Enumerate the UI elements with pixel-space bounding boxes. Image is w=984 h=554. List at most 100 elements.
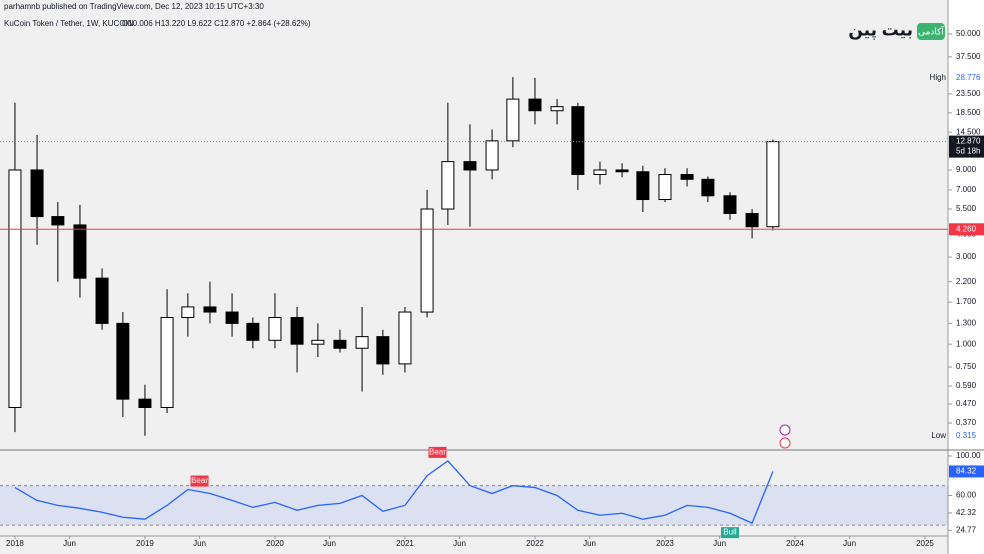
candle-body xyxy=(658,174,672,201)
x-tick-label: 2024 xyxy=(786,539,804,548)
x-tick-label: Jun xyxy=(583,539,596,548)
y-tick-label: 1.000 xyxy=(956,339,977,348)
y-tick-label: 2.200 xyxy=(956,277,977,286)
extreme-name: High xyxy=(930,73,946,82)
extreme-value: 0.315 xyxy=(956,431,977,440)
candle-body xyxy=(680,174,694,180)
countdown: 5d 18h xyxy=(956,147,980,156)
x-tick-label: Jun xyxy=(323,539,336,548)
x-tick-label: Jun xyxy=(63,539,76,548)
candle-body xyxy=(246,322,260,341)
event-icon xyxy=(779,424,791,436)
y-tick-label: 37.500 xyxy=(956,52,981,61)
candle-body xyxy=(355,336,369,349)
rsi-line xyxy=(14,460,774,525)
candle-body xyxy=(593,169,607,176)
y-tick-label: 7.000 xyxy=(956,185,977,194)
candle-body xyxy=(203,306,217,313)
x-tick-label: 2021 xyxy=(396,539,414,548)
candle-body xyxy=(333,339,347,349)
y-tick-label: 0.590 xyxy=(956,381,977,390)
candle-body xyxy=(506,98,520,142)
y-tick-label: 0.370 xyxy=(956,418,977,427)
annotation-text: Bear xyxy=(429,448,446,457)
y-tick-label: 1.700 xyxy=(956,297,977,306)
y-tick-label: 9.000 xyxy=(956,165,977,174)
candle-body xyxy=(766,141,780,228)
y-tick-label: 18.500 xyxy=(956,108,981,117)
x-tick-label: 2019 xyxy=(136,539,154,548)
x-tick-label: Jun xyxy=(193,539,206,548)
logo-text: بیت پین xyxy=(848,20,913,40)
ohlc-legend: O10.006 H13.220 L9.622 C12.870 +2.864 (+… xyxy=(122,19,311,28)
extreme-value: 28.776 xyxy=(956,73,981,82)
candle-body xyxy=(550,106,564,112)
annotation-box xyxy=(720,527,739,539)
candle-body xyxy=(636,171,650,201)
annotation-box xyxy=(190,475,209,487)
candle-body xyxy=(290,317,304,345)
candle-body xyxy=(463,161,477,171)
candle-body xyxy=(311,339,325,345)
y-tick-label: 42.32 xyxy=(956,508,977,517)
candle-body xyxy=(376,336,390,365)
annotation-box xyxy=(428,446,447,458)
candle-body xyxy=(138,398,152,408)
y-tick-label: 0.470 xyxy=(956,399,977,408)
candle-body xyxy=(398,311,412,365)
candle-body xyxy=(116,322,130,400)
candle-body xyxy=(225,311,239,324)
logo-badge xyxy=(917,23,945,40)
extreme-name: Low xyxy=(931,431,946,440)
level-label-box xyxy=(949,223,984,236)
x-tick-label: 2023 xyxy=(656,539,674,548)
candle-body xyxy=(51,216,65,226)
candle-body xyxy=(73,224,87,279)
candle-body xyxy=(701,178,715,197)
candle-body xyxy=(571,106,585,176)
publisher: parhamnb published on TradingView.com, D… xyxy=(4,2,264,11)
y-tick-label: 3.000 xyxy=(956,252,977,261)
x-tick-label: 2020 xyxy=(266,539,284,548)
axis-background xyxy=(948,0,984,554)
x-tick-label: 2018 xyxy=(6,539,24,548)
candle-body xyxy=(441,161,455,210)
x-tick-label: Jun xyxy=(453,539,466,548)
x-tick-label: 2025 xyxy=(916,539,934,548)
x-tick-label: Jun xyxy=(713,539,726,548)
candle-body xyxy=(723,195,737,214)
candle-body xyxy=(420,208,434,313)
level-label: 4.260 xyxy=(956,224,977,233)
x-tick-label: Jun xyxy=(843,539,856,548)
symbol-title: KuCoin Token / Tether, 1W, KUCOIN xyxy=(4,19,134,28)
rsi-last-label: 84.32 xyxy=(956,467,977,476)
candle-body xyxy=(528,98,542,112)
y-tick-label: 100.00 xyxy=(956,451,981,460)
candle-body xyxy=(268,317,282,341)
last-price-label: 12.870 xyxy=(956,137,981,146)
y-tick-label: 5.500 xyxy=(956,204,977,213)
candle-body xyxy=(181,306,195,319)
y-tick-label: 50.000 xyxy=(956,29,981,38)
candle-body xyxy=(8,169,22,408)
y-tick-label: 23.500 xyxy=(956,89,981,98)
candle-body xyxy=(95,277,109,324)
rsi-band xyxy=(0,485,948,526)
candle-body xyxy=(160,317,174,408)
x-tick-label: 2022 xyxy=(526,539,544,548)
rsi-last-box xyxy=(949,465,984,478)
last-price-box xyxy=(949,135,984,158)
annotation-text: Bull xyxy=(723,528,737,537)
plot-background xyxy=(0,0,948,554)
candle-body xyxy=(745,212,759,228)
y-tick-label: 0.750 xyxy=(956,362,977,371)
y-tick-label: 1.300 xyxy=(956,318,977,327)
candle-body xyxy=(485,140,499,171)
annotation-text: Bear xyxy=(191,476,208,485)
y-tick-label: 14.500 xyxy=(956,127,981,136)
candle-body xyxy=(615,169,629,173)
candle-body xyxy=(30,169,44,218)
y-tick-label: 60.00 xyxy=(956,491,977,500)
event-icon xyxy=(779,437,791,449)
